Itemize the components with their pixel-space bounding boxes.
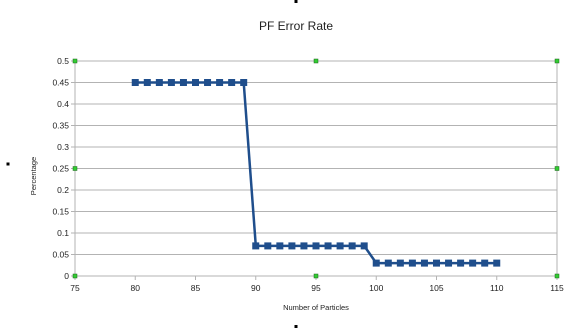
data-point — [396, 259, 404, 267]
data-point — [216, 79, 224, 86]
data-series — [131, 79, 501, 267]
data-point — [384, 259, 392, 267]
y-tick-label: 0.35 — [52, 121, 69, 131]
x-tick-label: 100 — [369, 283, 383, 293]
x-tick-label: 110 — [490, 283, 504, 293]
data-point — [433, 259, 440, 267]
chart-title: PF Error Rate — [259, 19, 333, 33]
y-axis-label: Percentage — [29, 157, 38, 195]
y-tick-label: 0.15 — [52, 207, 69, 217]
data-point — [457, 259, 465, 267]
y-tick-label: 0.25 — [52, 164, 69, 174]
y-tick-label: 0.5 — [57, 56, 69, 66]
data-point — [240, 79, 248, 86]
y-tick-label: 0 — [64, 271, 69, 281]
selection-handle — [72, 273, 78, 279]
data-point — [288, 242, 296, 250]
selection-handle — [554, 166, 560, 171]
selection-handle — [554, 58, 560, 64]
x-tick-labels: 75 80 85 90 95 100 105 110 115 — [70, 283, 564, 293]
data-point — [360, 242, 368, 250]
x-tick-label: 115 — [550, 283, 564, 293]
x-tick-label: 80 — [131, 283, 141, 293]
selection-handle — [313, 273, 319, 279]
data-point — [204, 79, 212, 86]
data-point — [469, 259, 477, 267]
selection-handle — [554, 273, 560, 279]
data-point — [131, 79, 139, 86]
data-point — [312, 242, 320, 250]
selection-handles — [6, 0, 560, 328]
data-point — [179, 79, 187, 86]
data-point — [276, 242, 284, 250]
data-point — [408, 259, 416, 267]
data-point — [445, 259, 453, 267]
data-point — [264, 242, 272, 250]
x-tick-label: 105 — [429, 283, 443, 293]
x-tick-label: 95 — [311, 283, 321, 293]
selection-handle — [72, 166, 78, 171]
data-point — [336, 242, 344, 250]
data-point — [324, 242, 332, 250]
data-point — [155, 79, 163, 86]
y-tick-labels: 0 0.05 0.1 0.15 0.2 0.25 0.3 0.35 0.4 0.45 0.5 — [52, 56, 69, 281]
frame-handle — [294, 0, 298, 3]
data-point — [300, 242, 308, 250]
data-point — [348, 242, 356, 250]
y-tick-label: 0.05 — [52, 250, 69, 260]
data-point — [228, 79, 236, 86]
data-point — [252, 242, 260, 250]
data-point — [167, 79, 175, 86]
x-tick-label: 85 — [191, 283, 201, 293]
data-point — [420, 259, 428, 267]
y-tick-label: 0.45 — [52, 78, 69, 88]
data-point — [372, 259, 380, 267]
y-tick-label: 0.1 — [57, 228, 69, 238]
data-point — [493, 259, 501, 267]
y-tick-label: 0.3 — [57, 142, 69, 152]
selection-handle — [313, 58, 319, 64]
x-axis-label: Number of Particles — [283, 303, 349, 312]
x-tick-label: 90 — [251, 283, 261, 293]
frame-handle — [6, 162, 10, 166]
y-tick-label: 0.4 — [57, 99, 69, 109]
data-point — [481, 259, 489, 267]
data-point — [192, 79, 199, 86]
y-tick-label: 0.2 — [57, 185, 69, 195]
data-point — [143, 79, 151, 86]
frame-handle — [294, 325, 298, 328]
selection-handle — [72, 58, 78, 64]
x-tick-label: 75 — [70, 283, 80, 293]
